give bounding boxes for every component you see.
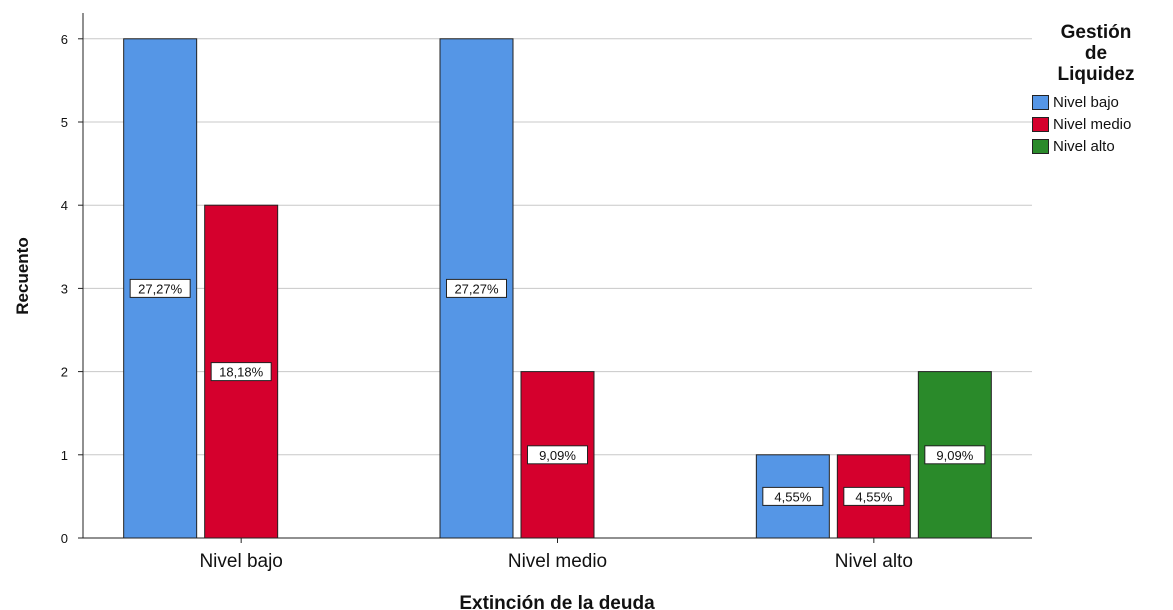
data-label: 27,27%	[454, 281, 499, 296]
x-tick-label: Nivel alto	[835, 551, 913, 572]
y-tick-label: 4	[61, 198, 68, 213]
legend-label: Nivel bajo	[1053, 93, 1119, 111]
data-label-box	[843, 486, 905, 506]
y-axis-label: Recuento	[13, 237, 32, 314]
y-tick-label: 6	[61, 32, 68, 47]
legend-item-nivel-alto: Nivel alto	[1032, 135, 1173, 157]
data-label: 9,09%	[936, 448, 973, 463]
legend-label: Nivel alto	[1053, 137, 1115, 155]
legend-swatch	[1032, 116, 1049, 132]
x-tick-label: Nivel medio	[508, 551, 607, 572]
data-label: 18,18%	[219, 365, 264, 380]
y-tick-label: 5	[61, 115, 68, 130]
y-tick-label: 3	[61, 281, 68, 296]
data-label-box	[129, 278, 191, 298]
y-tick-label: 2	[61, 365, 68, 380]
legend-title-line: Liquidez	[1057, 64, 1135, 85]
data-label: 27,27%	[138, 281, 183, 296]
data-label: 4,55%	[774, 489, 811, 504]
data-label-box	[762, 486, 824, 506]
legend-title-line: de	[1084, 43, 1108, 64]
legend-swatch	[1032, 138, 1049, 154]
data-label-box	[924, 445, 986, 465]
axes: 0 1 2 3 4 5 6 Nivel bajo Nivel medio Nivel alto	[61, 13, 1032, 572]
legend: Gestión de Liquidez Nivel bajo Nivel med…	[1032, 22, 1173, 157]
legend-title: Gestión de Liquidez	[1032, 22, 1160, 85]
x-tick-label: Nivel bajo	[199, 551, 282, 572]
data-label-box	[527, 445, 588, 465]
legend-title-line: Gestión	[1060, 22, 1132, 43]
x-axis-label: Extinción de la deuda	[459, 593, 655, 610]
y-tick-label: 1	[61, 448, 68, 463]
data-label-box	[446, 278, 507, 298]
data-label: 4,55%	[855, 489, 892, 504]
legend-swatch	[1032, 94, 1049, 110]
legend-label: Nivel medio	[1053, 115, 1132, 133]
data-labels: 27,27% 18,18% 27,27% 9,09% 4,55% 4,55% 9,09%	[129, 278, 986, 506]
data-label-box	[210, 362, 272, 382]
legend-item-nivel-medio: Nivel medio	[1032, 113, 1173, 135]
y-tick-label: 0	[61, 531, 68, 546]
legend-item-nivel-bajo: Nivel bajo	[1032, 91, 1173, 113]
data-label: 9,09%	[539, 448, 576, 463]
